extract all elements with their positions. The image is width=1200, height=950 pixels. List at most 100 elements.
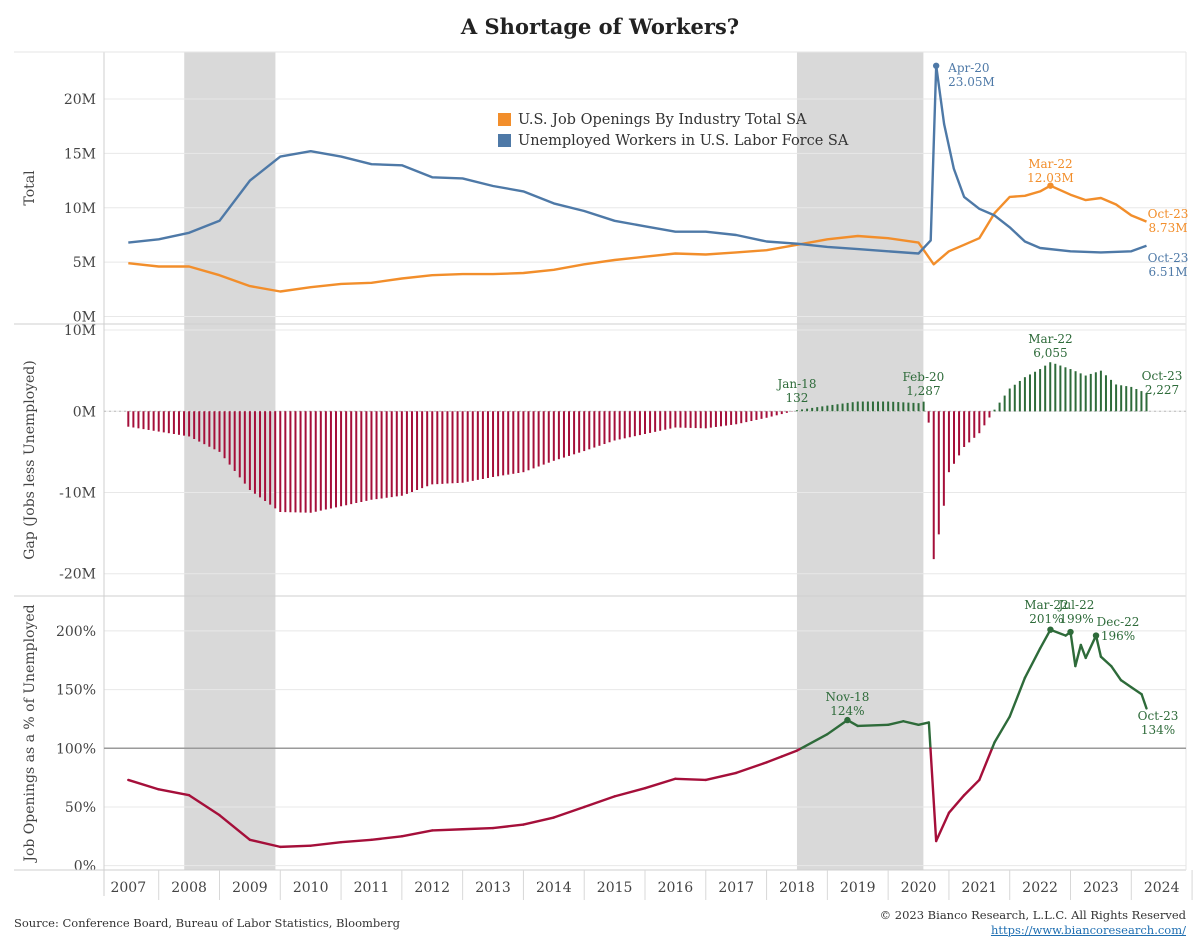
y-tick-label-ratio: 0%: [74, 859, 96, 875]
y-tick-label-gap: 10M: [64, 323, 96, 339]
unemployed-workers-line: [128, 64, 1147, 255]
x-tick-label: 2019: [840, 880, 876, 896]
ratio-line-segment: [583, 795, 616, 809]
ratio-line-segment: [947, 794, 966, 815]
website-link[interactable]: https://www.biancoresearch.com/: [990, 923, 1186, 937]
copyright-note: © 2023 Bianco Research, L.L.C. All Right…: [879, 908, 1186, 922]
y-tick-label-total: 15M: [64, 146, 96, 162]
annotation-feb-20: Feb-20 1,287: [903, 370, 945, 398]
legend-entry: U.S. Job Openings By Industry Total SA: [518, 112, 807, 128]
y-tick-label-gap: 0M: [73, 404, 96, 420]
x-tick-label: 2012: [414, 880, 450, 896]
ratio-line-segment: [927, 721, 932, 750]
y-tick-label-gap: -20M: [59, 567, 96, 583]
legend-swatch: [498, 113, 511, 126]
ratio-line-segment: [993, 715, 1011, 744]
annotation-nov-18: Nov-18 124%: [826, 690, 870, 718]
ratio-line-segment: [370, 835, 404, 842]
ratio-line-segment: [1074, 643, 1083, 668]
y-axis-label-ratio: Job Openings as a % of Unemployed: [22, 604, 38, 863]
ratio-line-segment: [1119, 678, 1133, 689]
ratio-line-segment: [674, 777, 707, 782]
x-tick-label: 2020: [901, 880, 937, 896]
ratio-line-segment: [522, 816, 556, 826]
recession-shading-2: [796, 52, 924, 870]
annotation-marker: [932, 62, 940, 69]
x-tick-label: 2023: [1083, 880, 1119, 896]
ratio-line-segment: [917, 721, 931, 726]
ratio-line-segment: [1079, 643, 1087, 660]
ratio-line-segment: [552, 805, 586, 819]
y-axis-label-gap: Gap (Jobs less Unemployed): [22, 360, 38, 560]
ratio-line-segment: [962, 778, 981, 797]
ratio-line-segment: [1038, 628, 1052, 650]
y-tick-label-ratio: 50%: [65, 800, 96, 816]
ratio-line-segment: [1084, 634, 1098, 660]
x-tick-label: 2021: [962, 880, 998, 896]
ratio-line-segment: [431, 828, 464, 832]
x-tick-label: 2010: [293, 880, 329, 896]
ratio-line-segment: [187, 794, 221, 817]
ratio-line-segment: [127, 778, 160, 791]
ratio-line-segment: [886, 720, 905, 726]
y-tick-label-total: 10M: [64, 201, 96, 217]
y-tick-label-gap: -10M: [59, 485, 96, 501]
ratio-line-segment: [218, 813, 252, 842]
annotation-jul-22: Jul-22 199%: [1057, 598, 1095, 626]
ratio-line-segment: [643, 777, 677, 790]
ratio-line-segment: [978, 747, 994, 782]
y-tick-label-total: 5M: [73, 255, 96, 271]
ratio-line-segment: [157, 788, 191, 797]
x-tick-label: 2008: [171, 880, 207, 896]
y-tick-label-total: 0M: [73, 310, 96, 326]
ratio-line-segment: [1023, 647, 1042, 680]
ratio-line-segment: [309, 840, 343, 847]
x-tick-label: 2013: [475, 880, 511, 896]
x-tick-label: 2016: [658, 880, 694, 896]
job-openings-line: [128, 184, 1147, 293]
ratio-line-segment: [1130, 686, 1143, 696]
ratio-line-segment: [1069, 630, 1077, 668]
annotation-oct-23-gap: Oct-23 2,227: [1142, 369, 1183, 397]
annotation-apr-20: Apr-20 23.05M: [947, 61, 995, 89]
source-note: Source: Conference Board, Bureau of Labo…: [14, 916, 400, 930]
x-tick-label: 2011: [354, 880, 390, 896]
x-tick-label: 2018: [779, 880, 815, 896]
ratio-line-segment: [461, 826, 495, 831]
ratio-line-segment: [279, 844, 312, 849]
y-axis-label-total: Total: [22, 170, 38, 206]
annotation-marker: [1067, 628, 1074, 636]
ratio-line-segment: [826, 718, 849, 736]
annotation-mar-22-ratio: Mar-22 201%: [1024, 598, 1069, 626]
ratio-line-segment: [400, 829, 434, 838]
ratio-line-segment: [765, 755, 783, 764]
ratio-line-segment: [1008, 676, 1027, 718]
ratio-line-segment: [1110, 664, 1123, 682]
ratio-line-segment: [1099, 655, 1113, 668]
annotation-oct-23-ratio: Oct-23 134%: [1138, 709, 1179, 737]
ratio-line-segment: [1094, 634, 1103, 658]
x-tick-label: 2014: [536, 880, 572, 896]
legend-entry: Unemployed Workers in U.S. Labor Force S…: [518, 133, 849, 149]
annotation-oct-23-openings: Oct-23 8.73M: [1148, 207, 1189, 235]
chart-title: A Shortage of Workers?: [460, 14, 740, 39]
y-tick-label-ratio: 100%: [56, 741, 96, 757]
annotation-oct-23-unemployed: Oct-23 6.51M: [1148, 251, 1189, 279]
x-tick-label: 2007: [110, 880, 146, 896]
annotation-marker: [844, 716, 851, 724]
x-tick-label: 2024: [1144, 880, 1180, 896]
annotation-marker: [1092, 632, 1100, 639]
ratio-line-segment: [704, 771, 738, 782]
ratio-line-segment: [929, 747, 938, 843]
legend-swatch: [498, 134, 511, 147]
ratio-line-segment: [1140, 693, 1148, 710]
x-tick-label: 2015: [597, 880, 633, 896]
ratio-line-segment: [856, 723, 890, 728]
ratio-line-segment: [491, 823, 525, 830]
y-tick-label-ratio: 200%: [56, 624, 96, 640]
annotation-marker: [1047, 182, 1054, 189]
ratio-line-segment: [934, 811, 951, 843]
ratio-line-segment: [734, 761, 768, 775]
annotation-jan-18: Jan-18 132: [775, 377, 816, 405]
